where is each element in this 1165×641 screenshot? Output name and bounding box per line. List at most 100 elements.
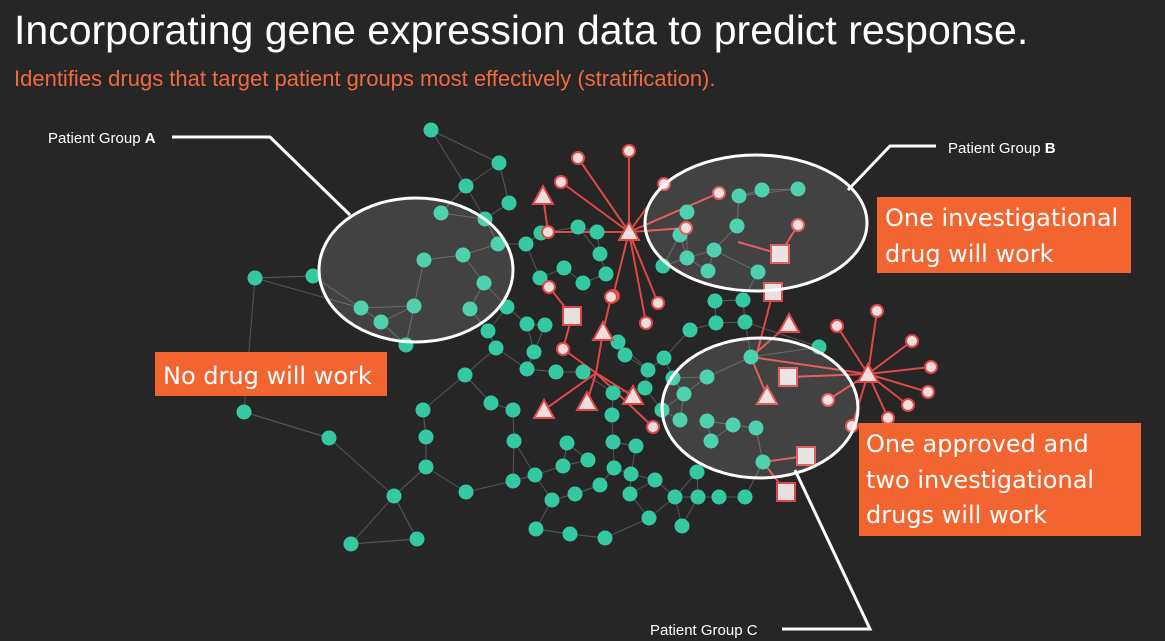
drug-edge xyxy=(628,231,659,304)
gene-node xyxy=(682,322,698,338)
group-text: Patient Group xyxy=(48,130,145,147)
gene-node xyxy=(518,236,534,252)
drug-edge xyxy=(628,231,647,324)
patient-node xyxy=(604,290,618,304)
edge xyxy=(422,374,466,411)
gene-node xyxy=(305,268,321,284)
drug-triangle xyxy=(777,311,801,333)
patient-node xyxy=(554,175,568,189)
edge xyxy=(744,321,820,348)
gene-node xyxy=(699,413,715,429)
gene-node xyxy=(501,195,517,211)
gene-node xyxy=(490,236,506,252)
network-nodes xyxy=(236,122,938,552)
gene-node xyxy=(416,252,432,268)
gene-node xyxy=(462,301,478,317)
drug-triangle xyxy=(755,383,779,405)
gene-node xyxy=(679,250,695,266)
drug-triangle xyxy=(621,383,645,405)
gene-node xyxy=(640,362,656,378)
edge xyxy=(393,495,418,540)
gene-node xyxy=(528,521,544,537)
drug-triangle xyxy=(575,389,599,411)
gene-node xyxy=(567,486,583,502)
drug-edge xyxy=(867,366,932,375)
group-letter: A xyxy=(145,130,156,147)
gene-node xyxy=(483,395,499,411)
gene-node xyxy=(519,361,535,377)
gene-node xyxy=(353,300,369,316)
gene-node xyxy=(597,530,613,546)
patient-node xyxy=(870,304,884,318)
gene-node xyxy=(703,433,719,449)
group-label: Patient Group B xyxy=(948,140,1056,157)
drug-square xyxy=(776,482,796,502)
edge xyxy=(350,538,418,545)
drug-edge xyxy=(543,372,597,411)
gene-node xyxy=(488,340,504,356)
drug-edge xyxy=(560,181,630,233)
patient-node xyxy=(622,144,636,158)
patient-node xyxy=(541,225,555,239)
edge xyxy=(254,277,362,309)
gene-node xyxy=(415,402,431,418)
gene-node xyxy=(706,242,722,258)
title: Incorporating gene expression data to pr… xyxy=(14,7,1028,53)
gene-node xyxy=(748,420,764,436)
patient-node xyxy=(651,296,665,310)
gene-node xyxy=(610,334,626,350)
callout-text: two investigational xyxy=(866,466,1094,494)
gene-node xyxy=(321,430,337,446)
gene-node xyxy=(458,178,474,194)
patient-node xyxy=(924,360,938,374)
gene-node xyxy=(605,434,621,450)
group-text: Patient Group xyxy=(650,622,747,639)
callout-box xyxy=(859,423,1141,536)
gene-node xyxy=(623,466,639,482)
gene-node xyxy=(735,292,751,308)
group-c-ellipse xyxy=(660,336,860,480)
drug-edge xyxy=(867,310,878,375)
group-letter: B xyxy=(1045,140,1056,157)
drug-edge xyxy=(612,231,630,297)
gene-node xyxy=(575,364,591,380)
gene-node xyxy=(580,452,596,468)
edge xyxy=(328,437,395,497)
callout: One investigational drug will work xyxy=(877,197,1131,273)
gene-node xyxy=(667,489,683,505)
edge xyxy=(465,480,514,493)
gene-node xyxy=(506,433,522,449)
callout-text: One investigational xyxy=(885,204,1118,232)
gene-node xyxy=(641,510,657,526)
gene-node xyxy=(750,264,766,280)
gene-node xyxy=(725,417,741,433)
gene-node xyxy=(604,407,620,423)
patient-node xyxy=(881,411,895,425)
gene-node xyxy=(711,489,727,505)
gene-node xyxy=(731,188,747,204)
patient-node xyxy=(679,221,693,235)
gene-node xyxy=(505,473,521,489)
patient-node xyxy=(905,334,919,348)
patient-node xyxy=(646,420,660,434)
gene-node xyxy=(690,489,706,505)
gene-node xyxy=(676,386,692,402)
patient-node xyxy=(830,319,844,333)
gene-node xyxy=(505,402,521,418)
gene-node xyxy=(737,314,753,330)
patient-node xyxy=(712,186,726,200)
drug-triangle xyxy=(532,397,556,419)
gene-node xyxy=(617,347,633,363)
patient-node xyxy=(542,280,556,294)
gene-node xyxy=(555,458,571,474)
gene-node xyxy=(689,464,705,480)
drug-edge xyxy=(867,340,913,375)
group-b-ellipse xyxy=(643,153,869,293)
drug-edge xyxy=(867,373,929,393)
gene-node xyxy=(708,315,724,331)
gene-node xyxy=(455,247,471,263)
gene-node xyxy=(433,205,449,221)
drug-edge xyxy=(577,157,630,233)
